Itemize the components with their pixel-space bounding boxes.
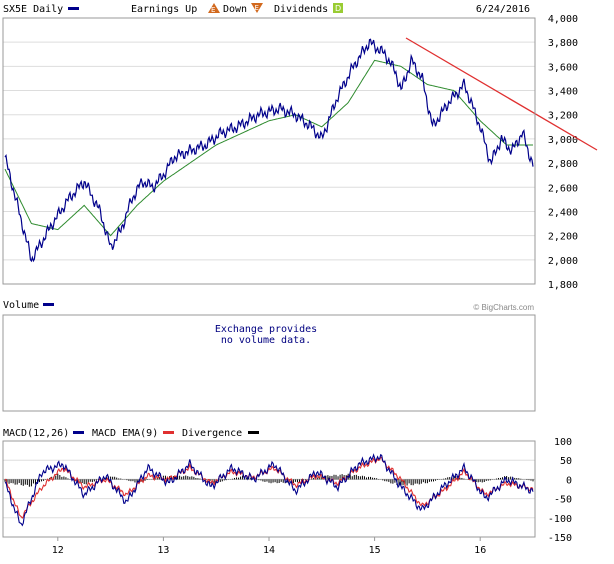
price-axis: 1,800 2,000 2,200 2,400 2,600 2,800 3,000 3,200…	[548, 14, 578, 291]
macd-tick-label: -100	[548, 514, 572, 525]
svg-text:E: E	[211, 6, 215, 14]
price-tick-label: 1,800	[548, 280, 578, 291]
moving-average-line	[4, 59, 533, 237]
earnings-down-label: Down	[223, 4, 247, 15]
bigcharts-watermark: © BigCharts.com	[473, 303, 534, 312]
x-tick-label: 15	[369, 545, 381, 556]
volume-message-line1: Exchange provides	[215, 324, 317, 335]
price-tick-label: 3,200	[548, 111, 578, 122]
x-tick-label: 14	[263, 545, 275, 556]
dividends-label: Dividends	[274, 4, 328, 15]
x-tick-label: 16	[474, 545, 486, 556]
divergence-legend-swatch	[248, 431, 259, 434]
macd-tick-label: 50	[560, 456, 572, 467]
price-tick-label: 3,400	[548, 87, 578, 98]
svg-text:E: E	[255, 4, 259, 12]
divergence-label: Divergence	[182, 428, 242, 439]
price-tick-label: 3,600	[548, 62, 578, 73]
macd-tick-label: -150	[548, 533, 572, 544]
price-tick-label: 2,200	[548, 232, 578, 243]
earnings-label: Earnings Up	[131, 4, 197, 15]
earnings-up-icon: E	[208, 3, 220, 14]
chart-date: 6/24/2016	[476, 4, 530, 15]
volume-label: Volume	[3, 300, 39, 311]
price-panel	[2, 17, 536, 285]
earnings-down-icon: E	[251, 3, 263, 13]
svg-text:D: D	[335, 4, 341, 13]
price-tick-label: 4,000	[548, 14, 578, 25]
macd-axis: 100 50 0 -50 -100 -150	[548, 437, 572, 544]
macd-line	[4, 453, 534, 527]
price-legend-swatch	[68, 7, 79, 10]
x-axis: 12 13 14 15 16	[52, 537, 486, 556]
macd-tick-label: 100	[554, 437, 572, 448]
x-tick-label: 13	[157, 545, 169, 556]
volume-message-line2: no volume data.	[221, 335, 311, 346]
volume-legend-swatch	[43, 303, 54, 306]
macd-legend-swatch	[73, 431, 84, 434]
macd-tick-label: 0	[566, 475, 572, 486]
price-tick-label: 3,800	[548, 38, 578, 49]
macd-tick-label: -50	[554, 495, 572, 506]
price-tick-label: 2,800	[548, 159, 578, 170]
symbol-label: SX5E Daily	[3, 4, 63, 15]
price-line	[4, 38, 534, 263]
dividend-icon: D	[333, 3, 343, 13]
ema-legend-swatch	[163, 431, 174, 434]
x-tick-label: 12	[52, 545, 64, 556]
macd-ema-line	[5, 456, 534, 519]
volume-panel	[2, 314, 536, 412]
price-tick-label: 2,600	[548, 183, 578, 194]
macd-ema-label: MACD EMA(9)	[92, 428, 158, 439]
price-tick-label: 2,400	[548, 207, 578, 218]
price-tick-label: 3,000	[548, 135, 578, 146]
price-tick-label: 2,000	[548, 256, 578, 267]
trendline	[405, 37, 598, 151]
price-grid	[3, 41, 535, 261]
macd-label: MACD(12,26)	[3, 428, 69, 439]
